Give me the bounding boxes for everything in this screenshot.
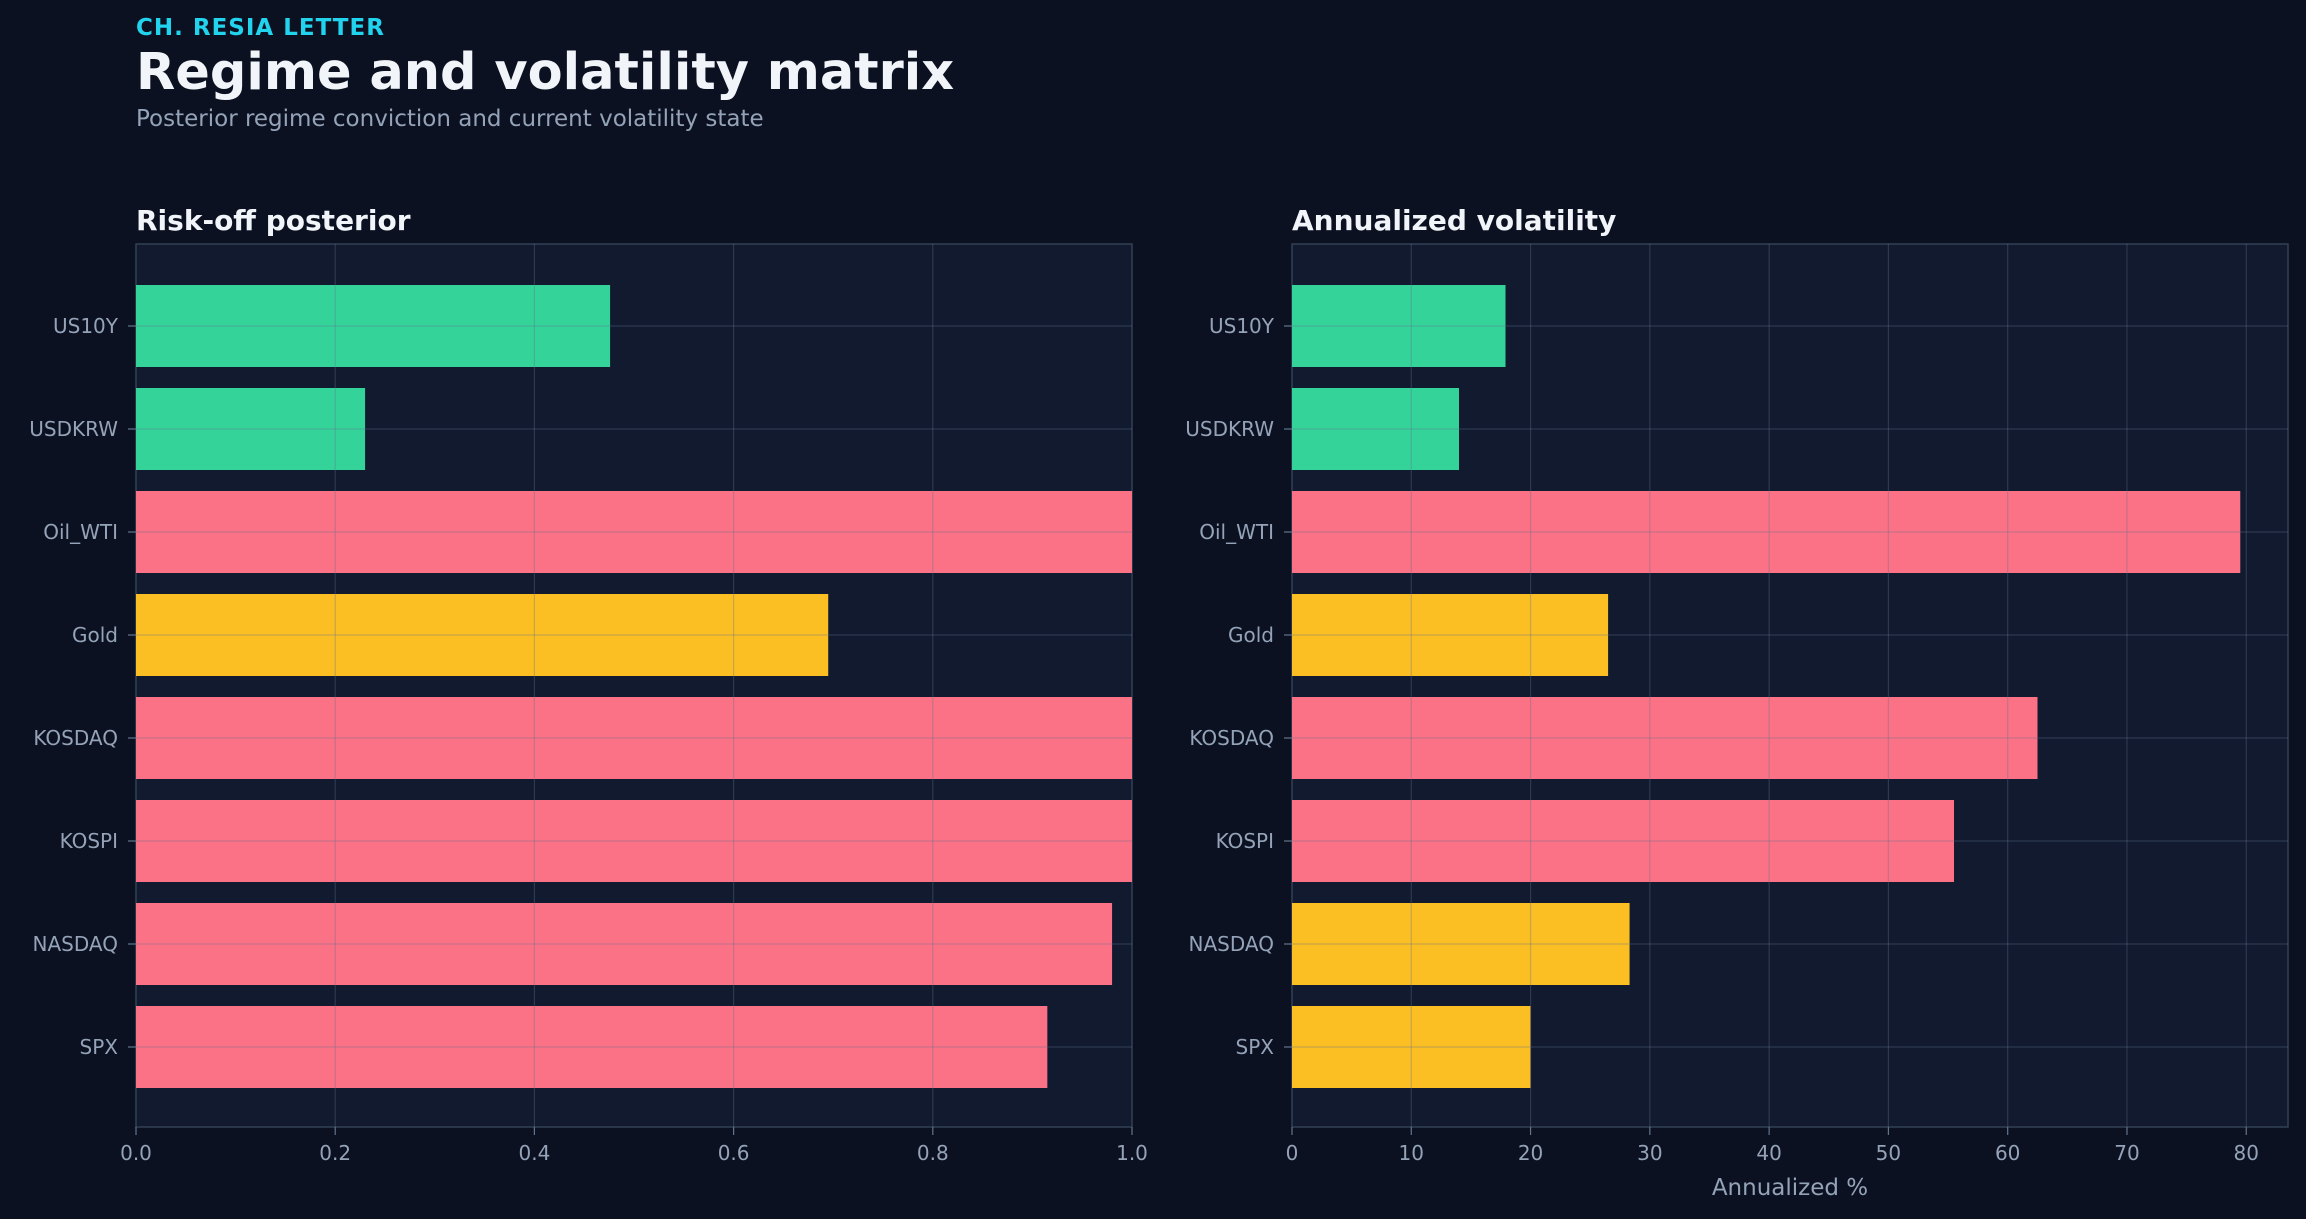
bar-us10y <box>136 285 611 367</box>
plot-area <box>135 243 1133 1128</box>
y-tick-label: SPX <box>1236 1035 1275 1059</box>
page-title: Regime and volatility matrix <box>136 43 955 102</box>
bar-usdkrw <box>1292 388 1459 470</box>
chart-panel-1: Risk-off posterior US10Y USDKRW Oil_WTI Gold… <box>29 204 1148 1165</box>
x-tick-label: 0 <box>1286 1141 1299 1165</box>
y-tick-label: Gold <box>72 623 118 647</box>
x-tick-label: 0.0 <box>120 1141 152 1165</box>
x-tick-label: 60 <box>1995 1141 2020 1165</box>
y-tick-label: KOSPI <box>1216 829 1274 853</box>
y-tick-label: US10Y <box>53 314 119 338</box>
bar-gold <box>1292 594 1609 676</box>
bar-kospi <box>1292 800 1955 882</box>
x-tick-label: 70 <box>2114 1141 2139 1165</box>
x-tick-label: 20 <box>1518 1141 1543 1165</box>
y-tick-label: KOSDAQ <box>33 726 118 750</box>
bar-spx <box>1292 1006 1531 1088</box>
x-tick-label: 0.8 <box>917 1141 949 1165</box>
y-tick-label: US10Y <box>1209 314 1275 338</box>
x-tick-label: 50 <box>1876 1141 1901 1165</box>
x-tick-label: 80 <box>2234 1141 2259 1165</box>
bar-oil-wti <box>136 491 1132 573</box>
y-tick-label: Gold <box>1228 623 1274 647</box>
x-tick-label: 40 <box>1756 1141 1781 1165</box>
chart-title: Annualized volatility <box>1292 204 1616 237</box>
bar-gold <box>136 594 829 676</box>
bar-kospi <box>136 800 1132 882</box>
x-tick-label: 1.0 <box>1116 1141 1148 1165</box>
report-header: CH. RESIA LETTER Regime and volatility m… <box>136 14 954 134</box>
chart-title: Risk-off posterior <box>136 204 411 237</box>
y-tick-label: Oil_WTI <box>43 520 118 544</box>
x-tick-label: 30 <box>1637 1141 1662 1165</box>
x-tick-label: 0.6 <box>718 1141 750 1165</box>
page-subtitle: Posterior regime conviction and current … <box>136 106 764 132</box>
plot-area <box>1291 243 2289 1128</box>
chart-panel-2: Annualized volatility US10Y USDKRW Oil_WTI G… <box>1185 204 2289 1201</box>
y-tick-label: NASDAQ <box>33 932 118 956</box>
report-kicker: CH. RESIA LETTER <box>136 15 385 41</box>
x-tick-label: 0.2 <box>319 1141 351 1165</box>
y-tick-label: USDKRW <box>1185 417 1274 441</box>
bar-usdkrw <box>136 388 366 470</box>
y-tick-label: NASDAQ <box>1189 932 1274 956</box>
bar-kosdaq <box>136 697 1132 779</box>
bar-us10y <box>1292 285 1506 367</box>
y-tick-label: USDKRW <box>29 417 118 441</box>
y-tick-label: SPX <box>80 1035 119 1059</box>
bar-spx <box>136 1006 1048 1088</box>
x-axis-label: Annualized % <box>1712 1175 1868 1201</box>
bar-kosdaq <box>1292 697 2038 779</box>
y-tick-label: KOSPI <box>60 829 118 853</box>
bar-oil-wti <box>1292 491 2241 573</box>
y-tick-label: Oil_WTI <box>1199 520 1274 544</box>
x-tick-label: 0.4 <box>518 1141 550 1165</box>
x-tick-label: 10 <box>1399 1141 1424 1165</box>
bar-nasdaq <box>1292 903 1630 985</box>
y-tick-label: KOSDAQ <box>1189 726 1274 750</box>
bar-nasdaq <box>136 903 1113 985</box>
